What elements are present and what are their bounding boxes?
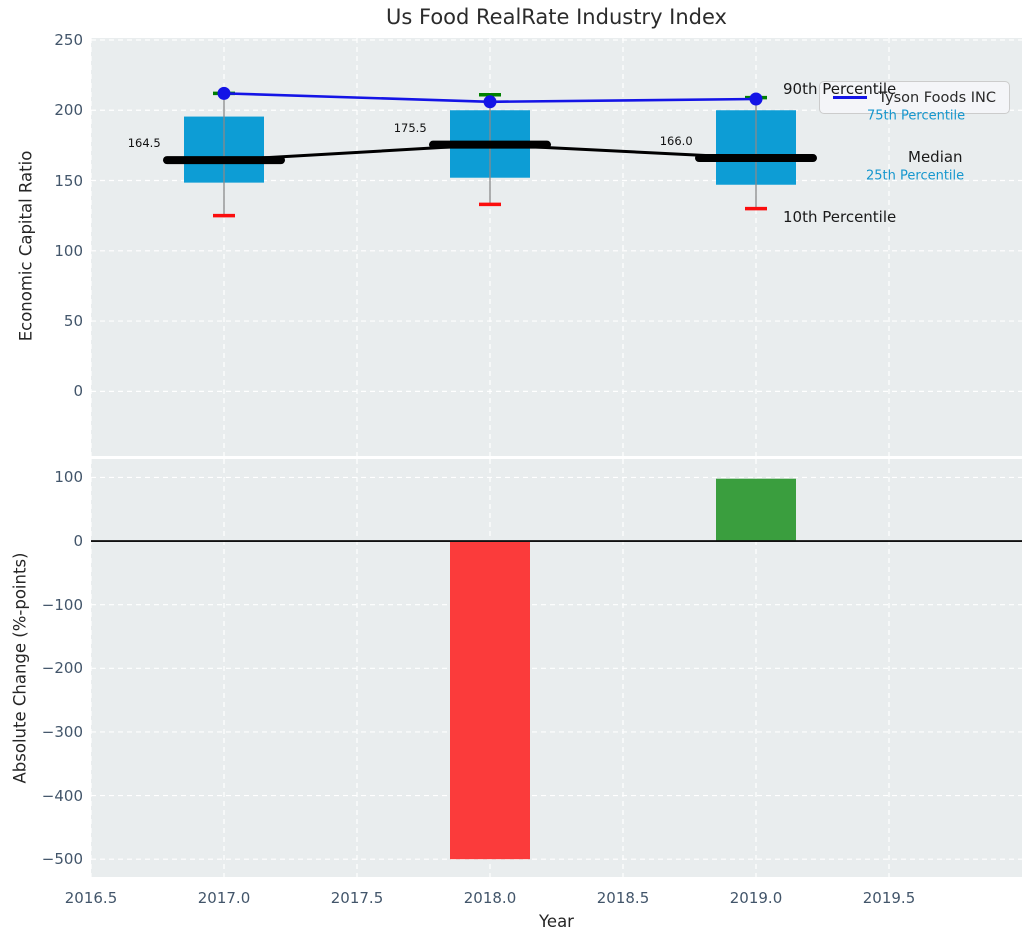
change-bar-2019 — [716, 478, 796, 542]
annotation-90th-percentile: 90th Percentile — [783, 80, 897, 98]
bottom-plot-area — [91, 459, 1022, 877]
chart-title: Us Food RealRate Industry Index — [386, 5, 727, 29]
xtick-2018: 2018.0 — [463, 889, 517, 907]
ytick-bottom--100: −100 — [41, 595, 83, 614]
annotation-10th-percentile: 10th Percentile — [783, 208, 897, 226]
tyson-marker-2019 — [749, 92, 763, 106]
tyson-marker-2017 — [217, 86, 231, 100]
legend-line-swatch — [833, 96, 868, 99]
annotation-25th-percentile: 25th Percentile — [866, 168, 965, 184]
xtick-2019.5: 2019.5 — [862, 889, 916, 907]
median-value-label-2018: 175.5 — [393, 120, 427, 135]
median-value-label-2019: 166.0 — [659, 134, 693, 149]
ytick-bottom--500: −500 — [41, 850, 83, 869]
ytick-bottom--400: −400 — [41, 786, 83, 805]
xtick-2019: 2019.0 — [729, 889, 783, 907]
ytick-top-200: 200 — [54, 101, 83, 120]
annotation-median: Median — [908, 148, 963, 166]
ytick-top-150: 150 — [54, 171, 83, 190]
xtick-2016.5: 2016.5 — [64, 889, 118, 907]
median-value-label-2017: 164.5 — [127, 136, 161, 151]
boxplot-canvas — [91, 38, 1022, 456]
legend-label: Tyson Foods INC — [878, 89, 996, 106]
top-plot-area: Tyson Foods INC — [91, 38, 1022, 456]
ytick-bottom--200: −200 — [41, 659, 83, 678]
x-axis-label: Year — [539, 912, 574, 931]
change-bar-2018 — [450, 541, 530, 860]
ytick-top-0: 0 — [73, 382, 83, 401]
ytick-bottom-100: 100 — [54, 468, 83, 487]
ytick-bottom--300: −300 — [41, 722, 83, 741]
xtick-2017.5: 2017.5 — [330, 889, 384, 907]
xtick-2018.5: 2018.5 — [596, 889, 650, 907]
ytick-top-250: 250 — [54, 30, 83, 49]
ytick-bottom-0: 0 — [73, 532, 83, 551]
ytick-top-100: 100 — [54, 241, 83, 260]
ytick-top-50: 50 — [63, 312, 83, 331]
annotation-75th-percentile: 75th Percentile — [867, 108, 966, 124]
tyson-marker-2018 — [483, 95, 497, 109]
xtick-2017: 2017.0 — [197, 889, 251, 907]
bar-chart-canvas — [91, 459, 1022, 877]
legend: Tyson Foods INC — [819, 81, 1010, 114]
